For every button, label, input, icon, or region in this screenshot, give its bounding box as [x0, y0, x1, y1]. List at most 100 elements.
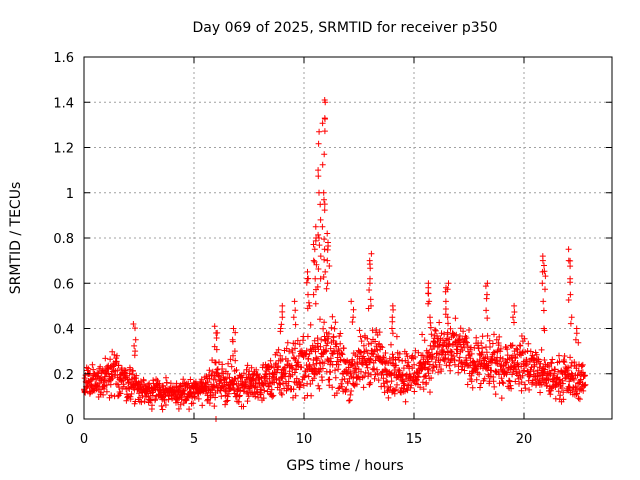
data-point: [567, 320, 574, 327]
data-point: [407, 384, 414, 391]
data-point: [541, 327, 548, 334]
data-point: [294, 337, 301, 344]
data-point: [514, 360, 521, 366]
data-point: [214, 366, 221, 373]
data-point: [412, 354, 419, 360]
y-tick-label: 1.4: [53, 96, 74, 111]
data-point: [582, 372, 588, 379]
y-tick-label: 1.6: [53, 51, 74, 66]
data-point: [374, 366, 380, 373]
data-point: [567, 354, 574, 361]
data-point: [364, 364, 371, 371]
data-point: [88, 376, 95, 383]
data-point: [282, 370, 289, 377]
data-point: [316, 369, 323, 375]
data-point: [315, 382, 322, 389]
data-point: [388, 378, 395, 385]
data-point: [185, 380, 192, 387]
data-point: [266, 375, 273, 382]
data-point: [452, 315, 459, 322]
data-point: [290, 386, 297, 393]
data-point: [577, 376, 584, 383]
data-point: [284, 339, 291, 346]
data-point: [575, 339, 582, 346]
data-point: [328, 358, 334, 365]
data-point: [522, 385, 529, 392]
x-tick-label: 5: [190, 432, 198, 447]
data-point: [516, 342, 523, 349]
data-point: [317, 316, 323, 323]
data-point: [525, 340, 532, 347]
data-point: [285, 357, 291, 364]
data-point: [409, 352, 416, 359]
data-point: [396, 367, 403, 374]
data-point: [81, 375, 88, 382]
data-point: [187, 376, 194, 383]
data-point: [325, 330, 332, 337]
data-point: [123, 397, 130, 404]
data-point: [107, 356, 114, 363]
data-point: [460, 328, 467, 335]
data-point: [90, 366, 97, 373]
data-point: [484, 332, 491, 339]
data-point: [541, 268, 548, 275]
data-point: [323, 348, 330, 355]
data-point: [372, 338, 379, 345]
data-point: [402, 398, 409, 405]
data-point: [167, 380, 174, 387]
data-point: [368, 340, 375, 347]
data-point: [105, 370, 111, 377]
data-point: [445, 320, 451, 327]
data-point: [425, 365, 432, 372]
data-point: [575, 395, 582, 402]
data-point: [131, 342, 138, 349]
data-point: [273, 349, 280, 356]
data-point: [370, 351, 377, 358]
data-point: [463, 357, 470, 364]
data-point: [392, 386, 399, 393]
data-point: [330, 334, 337, 341]
data-point: [326, 263, 333, 269]
data-point: [565, 246, 572, 253]
data-point: [403, 376, 409, 383]
data-point: [477, 380, 484, 387]
data-point: [542, 286, 548, 293]
data-point: [303, 279, 310, 286]
data-point: [486, 337, 493, 344]
data-point: [206, 400, 213, 407]
data-point: [322, 268, 329, 275]
data-point: [102, 355, 109, 362]
data-point: [266, 383, 272, 389]
data-point: [337, 340, 344, 347]
data-point: [245, 393, 252, 400]
axis-ticks: 0 0.2 0.4 0.6 0.8 1 1.2 1.4 1.6 0 5 10 15 20: [53, 51, 612, 447]
data-point: [223, 398, 230, 405]
data-point: [500, 380, 507, 387]
data-point: [492, 391, 499, 398]
data-point: [504, 369, 510, 376]
data-point: [540, 298, 547, 305]
data-point: [258, 386, 265, 393]
data-point: [322, 116, 328, 122]
data-point: [211, 323, 218, 330]
data-point: [279, 308, 286, 315]
data-point: [548, 360, 555, 367]
data-point: [544, 382, 551, 389]
data-point: [121, 367, 128, 374]
data-point: [312, 300, 319, 307]
data-point: [409, 365, 416, 372]
data-point: [449, 349, 455, 356]
data-point: [321, 256, 328, 263]
data-point: [329, 384, 336, 391]
data-point: [247, 383, 253, 390]
data-point: [276, 386, 283, 393]
data-point: [316, 242, 323, 249]
data-point: [388, 341, 394, 348]
data-point: [348, 298, 355, 305]
data-point: [415, 374, 422, 381]
data-point: [305, 291, 311, 298]
data-point: [199, 402, 206, 409]
data-point: [484, 315, 491, 322]
data-point: [358, 349, 365, 356]
data-point: [221, 376, 228, 383]
